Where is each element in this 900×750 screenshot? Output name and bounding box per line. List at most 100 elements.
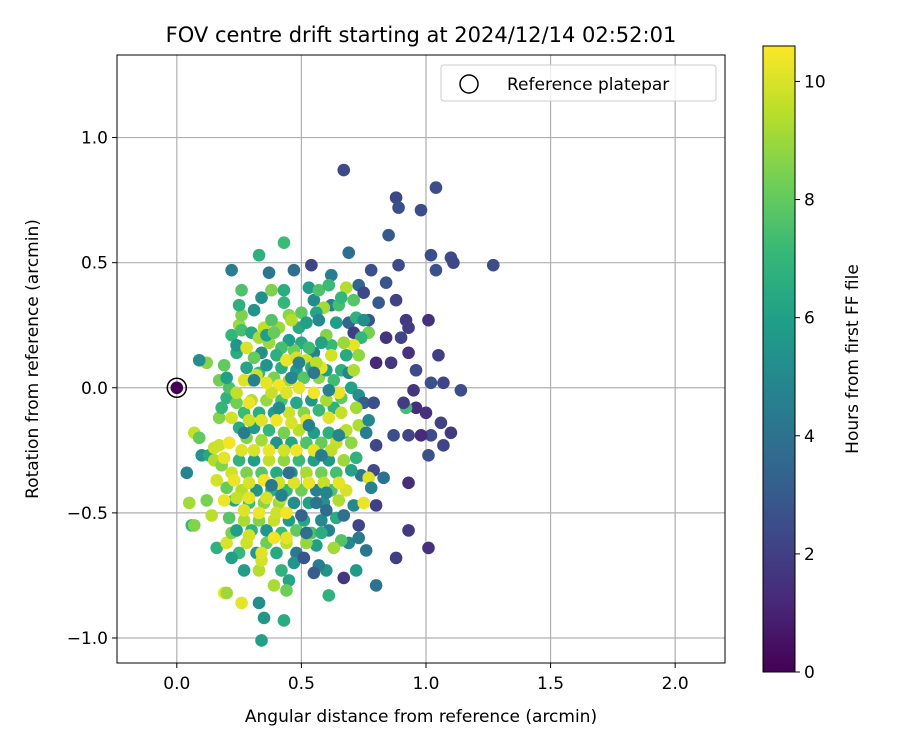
data-point <box>302 341 316 355</box>
data-point <box>307 293 321 307</box>
colorbar-tick-label: 2 <box>804 545 815 565</box>
data-point <box>352 348 366 362</box>
data-point <box>315 336 328 350</box>
data-point <box>322 278 336 292</box>
x-tick-label: 1.5 <box>537 674 564 694</box>
data-point <box>217 358 231 372</box>
data-point <box>324 338 338 352</box>
data-point <box>267 579 281 592</box>
x-tick-label: 1.0 <box>412 674 439 694</box>
data-point <box>225 411 238 425</box>
data-point <box>225 328 238 342</box>
data-point <box>292 454 306 467</box>
data-point <box>364 263 378 277</box>
data-point <box>377 471 390 485</box>
data-point <box>357 313 370 327</box>
data-point <box>240 466 253 480</box>
data-point <box>270 546 283 560</box>
data-point <box>277 454 291 467</box>
data-point <box>265 386 278 400</box>
x-tick-label: 0.5 <box>288 674 315 694</box>
data-point <box>237 504 251 517</box>
data-point <box>310 356 323 370</box>
data-point <box>282 406 296 420</box>
data-point <box>217 451 231 465</box>
data-point <box>272 401 286 415</box>
data-point <box>424 376 438 390</box>
data-point <box>382 228 395 242</box>
data-point <box>349 401 363 415</box>
data-point <box>287 263 301 277</box>
data-points <box>180 163 500 647</box>
data-point <box>307 386 321 400</box>
data-point <box>402 476 415 490</box>
data-point <box>240 341 253 355</box>
x-axis-ticks: 0.0 0.5 1.0 1.5 2.0 <box>163 663 689 694</box>
data-point <box>402 321 415 335</box>
data-point <box>252 248 266 262</box>
data-point <box>312 313 326 327</box>
data-point <box>280 584 293 597</box>
data-point <box>447 256 460 269</box>
data-point <box>230 524 243 537</box>
data-point <box>300 466 313 480</box>
data-point <box>357 286 370 299</box>
data-point <box>277 283 291 297</box>
data-point <box>265 283 278 297</box>
data-point <box>322 426 336 440</box>
data-point <box>407 383 420 397</box>
data-point <box>295 509 308 522</box>
data-point <box>237 373 251 387</box>
data-point <box>295 306 308 320</box>
legend-marker-circle <box>459 74 479 94</box>
data-point <box>409 401 423 415</box>
data-point <box>310 539 323 552</box>
data-point <box>327 541 341 555</box>
data-point <box>292 356 306 370</box>
data-point <box>292 381 306 395</box>
data-point <box>265 479 278 492</box>
data-point <box>367 396 380 410</box>
data-point <box>332 386 346 400</box>
data-point <box>225 551 238 565</box>
data-point <box>230 338 243 352</box>
colorbar-ticks: 0 2 4 6 8 10 <box>795 72 826 683</box>
data-point <box>277 236 291 249</box>
data-point <box>257 611 271 625</box>
data-point <box>315 466 328 480</box>
data-point <box>237 564 251 577</box>
data-point <box>362 414 375 427</box>
data-point <box>332 476 346 490</box>
data-point <box>334 406 348 420</box>
data-point <box>232 298 246 312</box>
data-point <box>260 376 273 390</box>
data-point <box>429 181 443 194</box>
data-point <box>262 444 276 457</box>
data-point <box>402 524 415 537</box>
data-point <box>379 276 393 289</box>
data-point <box>337 509 351 522</box>
data-point <box>422 541 435 555</box>
data-point <box>300 536 313 550</box>
y-tick-label: 1.0 <box>81 129 108 149</box>
data-point <box>262 424 276 437</box>
data-point <box>359 426 373 440</box>
colorbar <box>762 45 796 673</box>
data-point <box>235 283 248 297</box>
data-point <box>392 201 405 214</box>
data-point <box>305 258 318 272</box>
data-point <box>342 246 356 259</box>
legend-label: Reference platepar <box>507 75 669 95</box>
data-point <box>242 491 256 505</box>
data-point <box>255 546 268 560</box>
colorbar-tick-label: 6 <box>804 309 815 329</box>
data-point <box>227 474 241 487</box>
data-point <box>402 346 415 360</box>
data-point <box>372 296 385 310</box>
data-point <box>324 268 338 282</box>
data-point <box>422 313 435 327</box>
data-point <box>270 414 283 427</box>
data-point <box>344 464 358 477</box>
data-point <box>414 429 428 442</box>
data-point <box>315 449 328 462</box>
